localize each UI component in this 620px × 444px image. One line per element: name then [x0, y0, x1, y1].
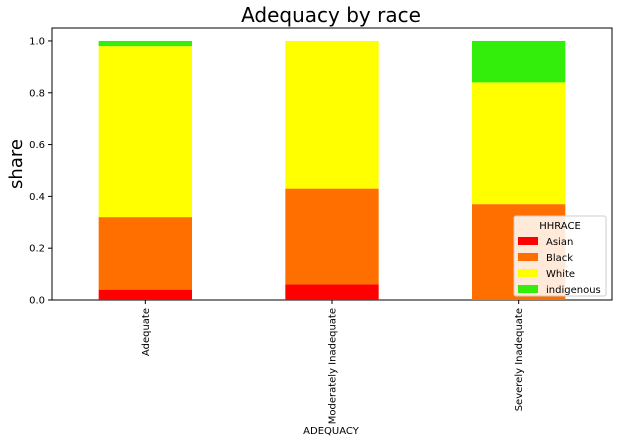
x-axis-title: ADEQUACY: [303, 426, 360, 437]
legend-label-white: White: [546, 269, 575, 280]
bar-segment-asian-adequate: [98, 289, 192, 300]
y-tick-label: 1.0: [29, 36, 45, 47]
legend-label-black: Black: [546, 253, 573, 264]
legend-title: HHRACE: [539, 221, 581, 232]
x-tick-label: Adequate: [141, 308, 152, 356]
y-tick-label: 0.2: [29, 244, 45, 255]
legend-label-asian: Asian: [546, 237, 573, 248]
bar-segment-white-severely-inadequate: [472, 82, 566, 205]
bar-segment-asian-moderately-inadequate: [285, 284, 379, 300]
x-tick-label: Moderately Inadequate: [328, 308, 339, 424]
bar-segment-black-adequate: [98, 217, 192, 290]
legend: HHRACE Asian Black White indigenous: [513, 215, 607, 297]
y-tick-label: 0.4: [29, 192, 45, 203]
bar-segment-indigenous-adequate: [98, 40, 192, 47]
y-tick-label: 0.0: [29, 296, 45, 307]
legend-label-indigenous: indigenous: [546, 285, 601, 296]
bar-segment-indigenous-severely-inadequate: [472, 40, 566, 83]
bar-segment-white-moderately-inadequate: [285, 40, 379, 189]
bar-segment-black-moderately-inadequate: [285, 188, 379, 285]
legend-swatch-indigenous: [518, 285, 538, 293]
legend-swatch-asian: [518, 237, 538, 245]
legend-swatch-black: [518, 253, 538, 261]
y-tick-label: 0.8: [29, 88, 45, 99]
chart-title: Adequacy by race: [241, 3, 421, 27]
y-axis-title: share: [6, 139, 27, 189]
legend-swatch-white: [518, 269, 538, 277]
bar-segment-white-adequate: [98, 46, 192, 218]
x-tick-label: Severely Inadequate: [514, 308, 525, 411]
y-tick-label: 0.6: [29, 140, 45, 151]
